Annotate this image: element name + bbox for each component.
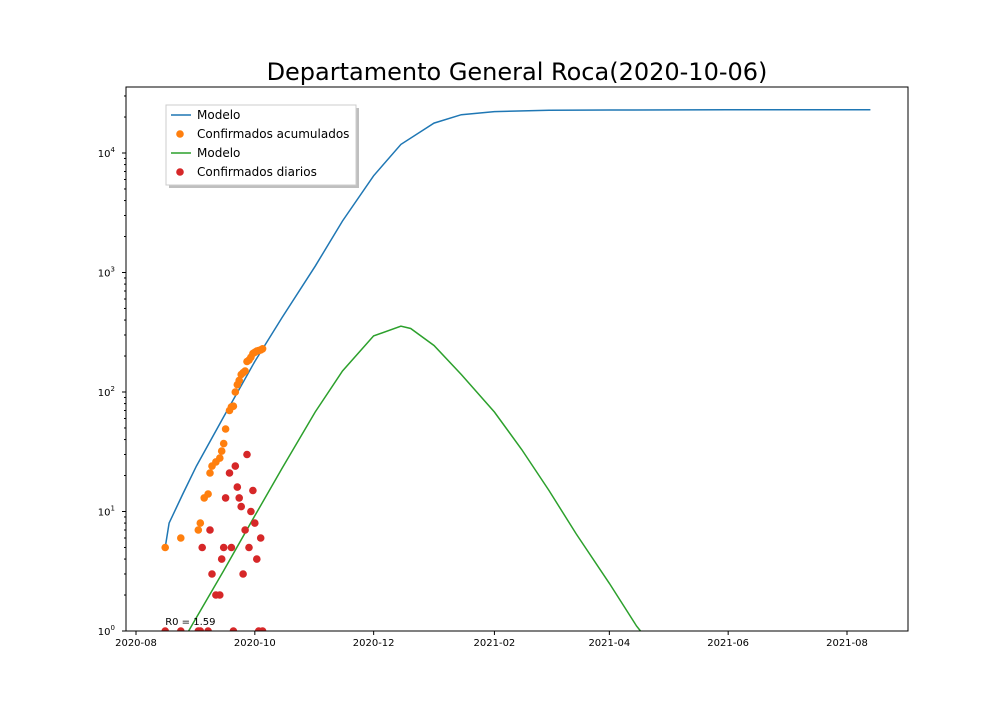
- data-point-1-1: [177, 534, 185, 542]
- data-point-1-0: [161, 543, 169, 552]
- data-point-3-13: [225, 469, 234, 477]
- data-point-3-1: [177, 627, 185, 631]
- legend-label-3: Confirmados diarios: [197, 165, 317, 179]
- x-tick-label-2: 2020-12: [353, 638, 395, 649]
- legend-marker-1: [176, 130, 184, 138]
- data-point-3-5: [204, 627, 212, 631]
- data-point-1-11: [219, 439, 228, 448]
- x-tick-label-6: 2021-08: [826, 638, 868, 649]
- series-line-0: [164, 109, 871, 548]
- data-point-1-12: [221, 425, 230, 433]
- data-point-3-29: [256, 534, 265, 542]
- data-point-1-3: [196, 519, 205, 527]
- series-line-2: [187, 325, 642, 631]
- data-point-3-19: [237, 502, 245, 511]
- y-tick-label-3: 103: [98, 266, 115, 280]
- y-tick-label-2: 102: [98, 385, 115, 399]
- data-point-1-21: [241, 367, 249, 375]
- data-point-1-30: [258, 345, 267, 353]
- data-point-3-9: [216, 591, 224, 599]
- data-point-3-14: [227, 543, 236, 552]
- legend: Modelo Confirmados acumulados Modelo Confir…: [165, 104, 359, 188]
- x-axis: 2020-08 2020-10 2020-12 2021-02 2021-04 2021-…: [115, 631, 868, 649]
- y-tick-label-1: 101: [98, 505, 115, 519]
- data-point-3-16: [231, 462, 240, 470]
- x-tick-label-4: 2021-04: [588, 638, 630, 649]
- data-point-3-12: [221, 494, 230, 502]
- data-point-3-27: [252, 555, 261, 563]
- data-point-1-6: [206, 469, 214, 477]
- plot-area: [161, 109, 871, 631]
- data-point-3-11: [219, 543, 228, 552]
- legend-label-2: Modelo: [197, 146, 240, 160]
- data-point-3-22: [243, 450, 251, 459]
- data-point-1-10: [217, 447, 226, 455]
- data-point-3-18: [235, 494, 243, 502]
- legend-box: [165, 104, 357, 186]
- data-point-3-17: [233, 483, 242, 491]
- data-point-3-25: [249, 486, 257, 495]
- y-tick-label-4: 104: [98, 146, 116, 160]
- data-point-1-18: [235, 376, 243, 385]
- y-tick-label-0: 100: [98, 624, 115, 638]
- data-point-3-20: [239, 570, 247, 578]
- r0-annotation: R0 = 1.59: [165, 617, 215, 628]
- data-point-3-6: [206, 526, 214, 534]
- x-tick-label-3: 2021-02: [474, 638, 516, 649]
- data-point-1-2: [194, 526, 203, 534]
- plot-frame: [125, 86, 909, 632]
- data-point-3-7: [208, 570, 216, 578]
- data-point-3-0: [161, 627, 169, 631]
- data-point-1-5: [204, 490, 212, 498]
- x-tick-label-1: 2020-10: [234, 638, 276, 649]
- data-point-1-15: [229, 402, 238, 411]
- data-point-3-3: [196, 627, 205, 631]
- x-tick-label-5: 2021-06: [707, 638, 749, 649]
- data-point-3-21: [241, 526, 249, 534]
- legend-marker-3: [176, 168, 184, 176]
- data-point-3-15: [229, 627, 238, 631]
- legend-label-1: Confirmados acumulados: [197, 127, 349, 141]
- legend-label-0: Modelo: [197, 108, 240, 122]
- data-point-3-23: [245, 543, 253, 552]
- y-axis: 100 101 102 103 104: [98, 95, 126, 638]
- data-point-3-10: [217, 555, 226, 563]
- x-tick-label-0: 2020-08: [115, 638, 157, 649]
- data-point-3-4: [198, 543, 206, 552]
- chart-title: Departamento General Roca(2020-10-06): [267, 58, 768, 86]
- data-point-1-16: [231, 388, 240, 396]
- data-point-3-30: [258, 627, 267, 631]
- data-point-1-9: [216, 454, 224, 462]
- data-point-3-26: [251, 519, 259, 527]
- data-point-3-24: [247, 507, 255, 516]
